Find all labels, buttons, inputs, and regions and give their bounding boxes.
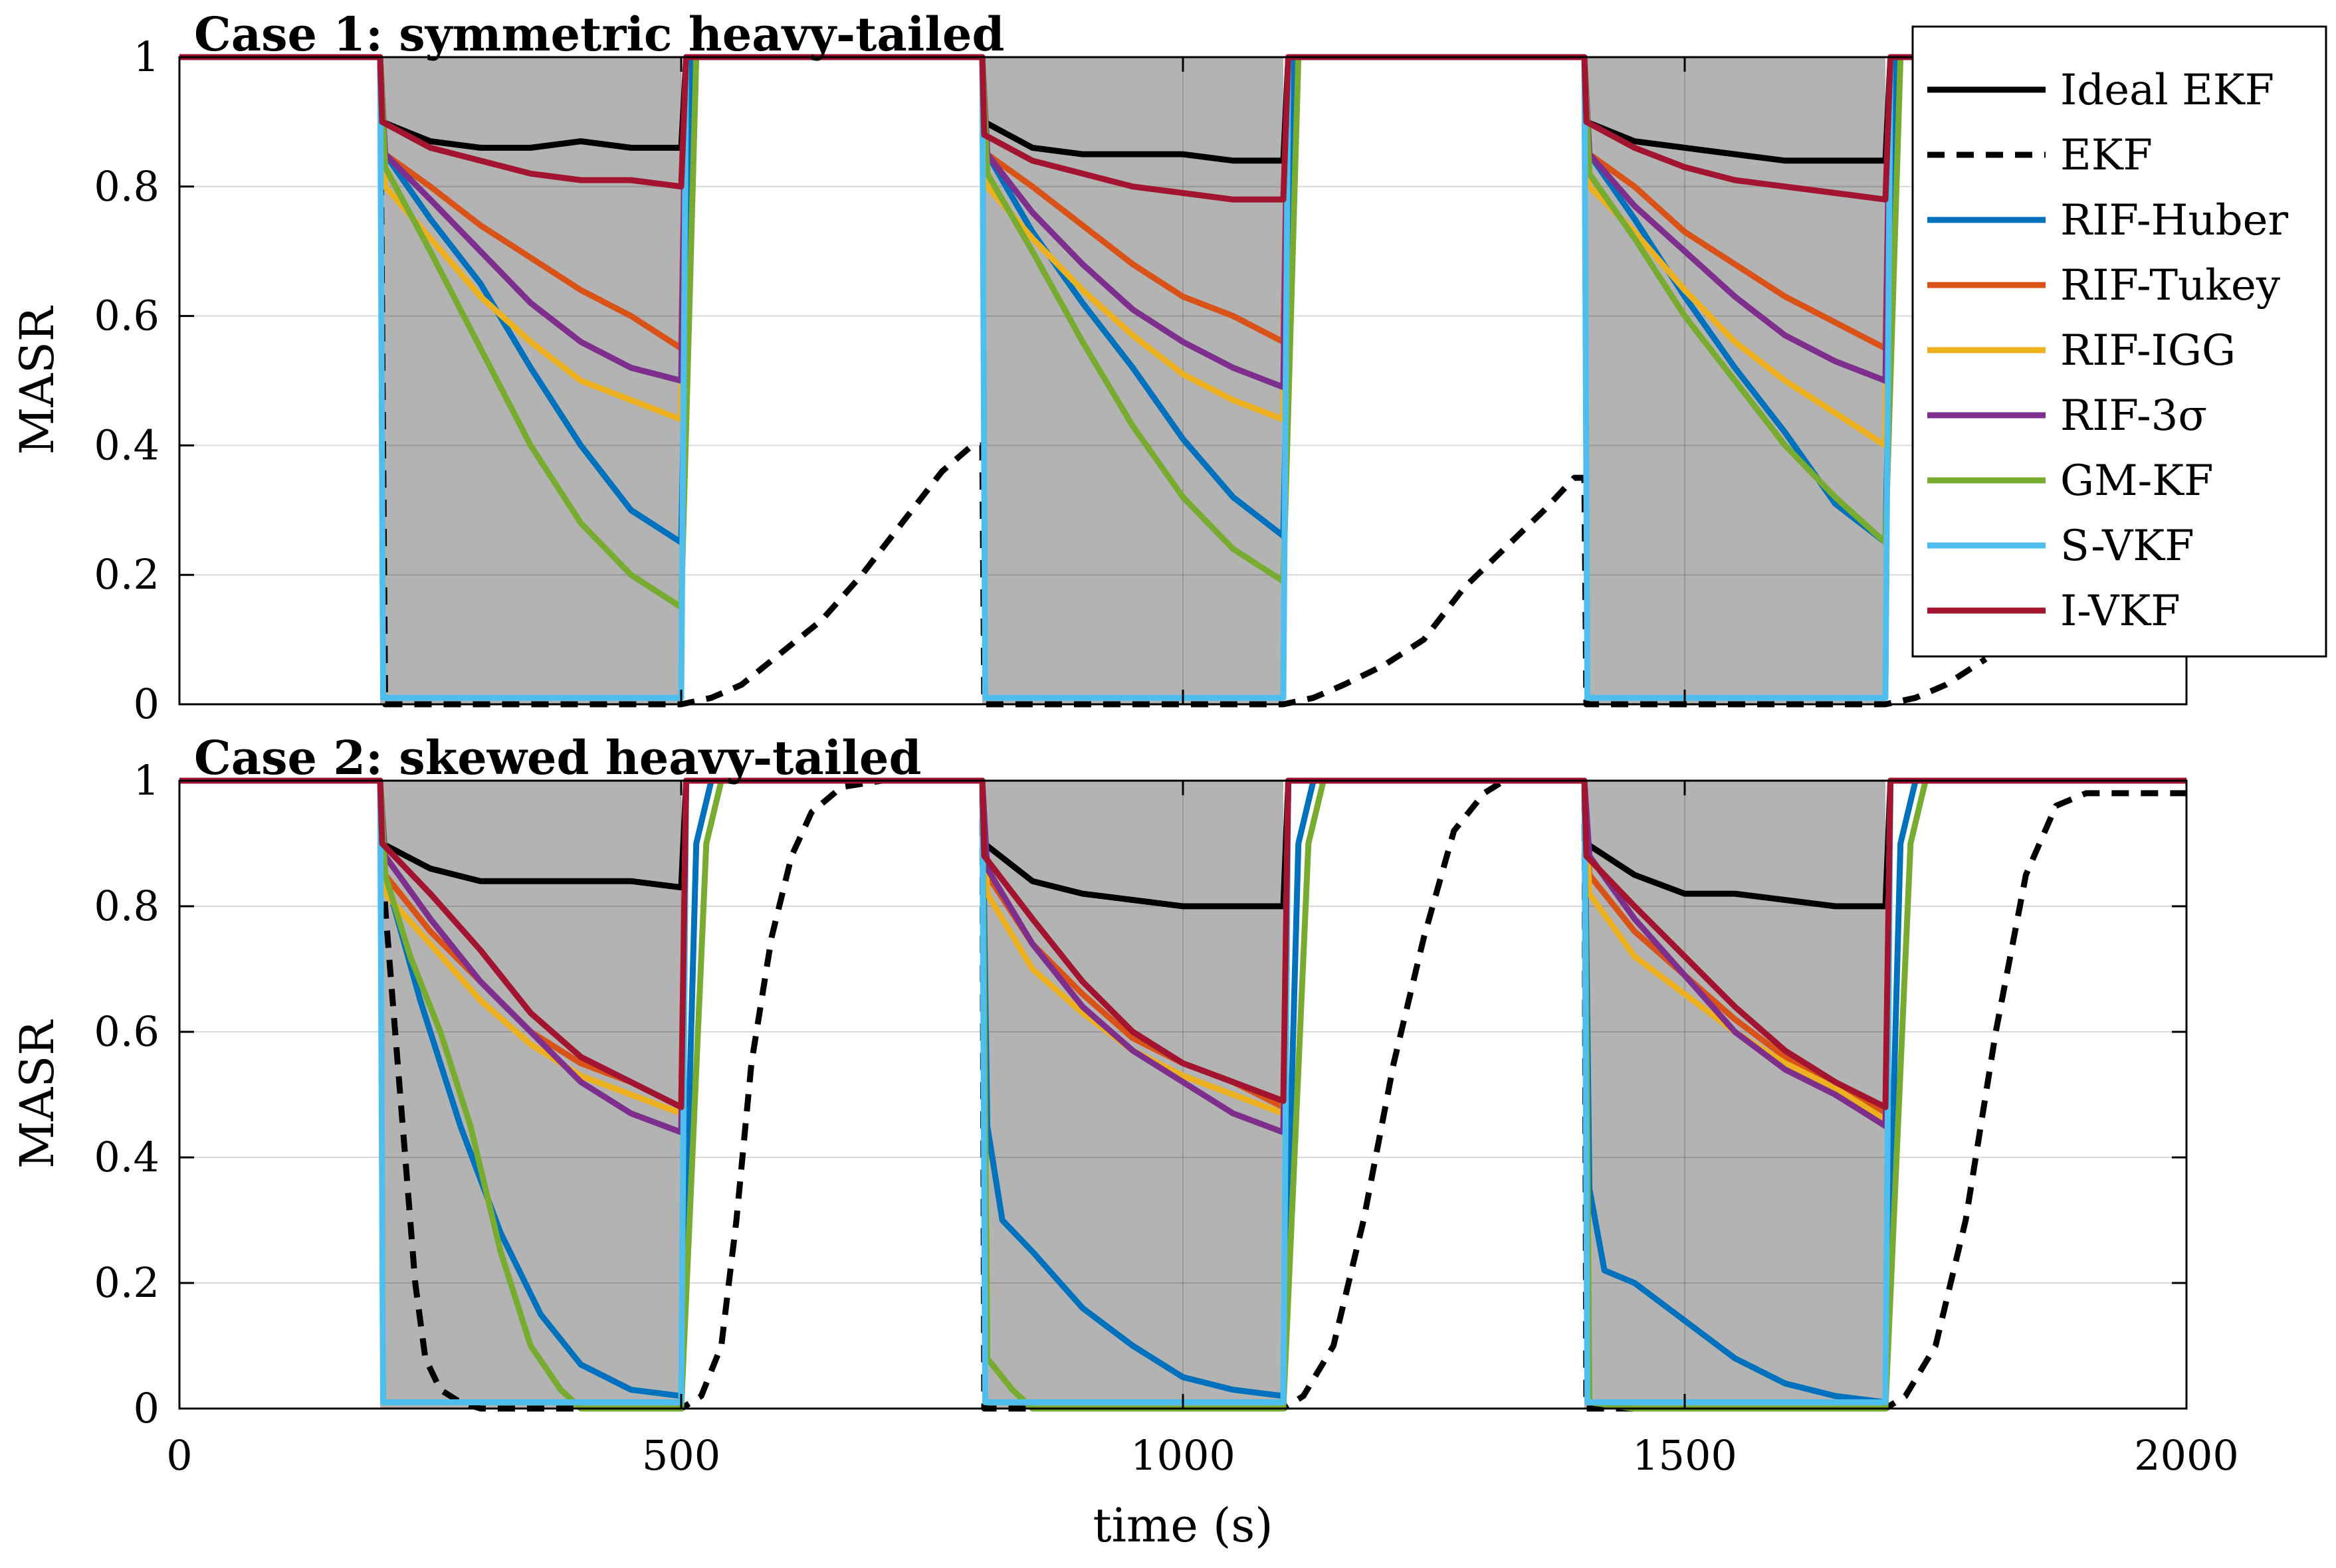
series-line-i-vkf	[179, 777, 2186, 1110]
legend-box	[1911, 25, 2327, 658]
panel-title: Case 1: symmetric heavy-tailed	[194, 7, 1004, 62]
legend-label: GM-KF	[2060, 456, 2214, 506]
y-axis-label: MASR	[10, 305, 64, 454]
y-tick-label: 0.6	[94, 292, 159, 340]
panel-case-2: 0 0.2 0.4 0.6 0.8 1 0 500 1000 1500 2000 MASR time (…	[10, 730, 2239, 1553]
y-tick-label: 0.8	[94, 882, 159, 930]
y-tick-label: 1	[134, 756, 159, 805]
series-line-rif-tukey	[179, 54, 2186, 351]
y-tick-label: 0.4	[94, 421, 159, 469]
legend-label: Ideal EKF	[2060, 66, 2274, 115]
y-tick-label: 0.2	[94, 550, 159, 599]
legend-label: RIF-IGG	[2060, 326, 2236, 375]
panel-case-1: 0 0.2 0.4 0.6 0.8 1 MASR Case 1: symmetric heav…	[10, 7, 2188, 728]
x-axis-label: time (s)	[1093, 1498, 1273, 1553]
series-line-i-vkf	[179, 54, 2186, 203]
y-tick-label: 0	[134, 1384, 159, 1432]
y-tick-label: 0.8	[94, 162, 159, 211]
series-line-rif-3-	[179, 777, 2186, 1135]
legend-label: I-VKF	[2060, 587, 2180, 636]
y-tick-label: 0	[134, 680, 159, 728]
legend-label: RIF-Tukey	[2060, 261, 2280, 310]
series-line-rif-huber	[179, 777, 2186, 1406]
x-tick-label: 500	[642, 1431, 720, 1480]
y-tick-label: 0.4	[94, 1133, 159, 1181]
x-tick-label: 2000	[2134, 1431, 2239, 1480]
legend-label: S-VKF	[2060, 522, 2194, 571]
legend-label: RIF-3σ	[2060, 391, 2207, 441]
y-axis-label: MASR	[10, 1019, 64, 1169]
legend: Ideal EKF EKF RIF-Huber RIF-Tukey RIF-IGG RIF…	[1911, 25, 2327, 658]
y-tick-label: 1	[134, 33, 159, 81]
panel-title: Case 2: skewed heavy-tailed	[194, 730, 921, 785]
legend-label: EKF	[2060, 131, 2153, 180]
series-line-s-vkf	[179, 777, 2186, 1406]
shaded-interval	[982, 57, 1283, 704]
y-tick-label: 0.6	[94, 1007, 159, 1056]
series-line-ideal-ekf	[179, 54, 2186, 164]
series-line-rif-3-	[179, 54, 2186, 391]
x-tick-label: 0	[166, 1431, 192, 1480]
y-tick-label: 0.2	[94, 1258, 159, 1307]
x-tick-label: 1000	[1130, 1431, 1235, 1480]
series-line-rif-huber	[179, 54, 2186, 545]
x-tick-label: 1500	[1632, 1431, 1737, 1480]
series-line-gm-kf	[179, 54, 2186, 611]
shaded-interval	[380, 57, 681, 704]
series-line-ekf	[179, 777, 2186, 1412]
series-line-ideal-ekf	[179, 777, 2186, 910]
series-line-rif-igg	[179, 54, 2186, 448]
series-line-s-vkf	[179, 54, 2186, 701]
legend-label: RIF-Huber	[2060, 196, 2289, 245]
